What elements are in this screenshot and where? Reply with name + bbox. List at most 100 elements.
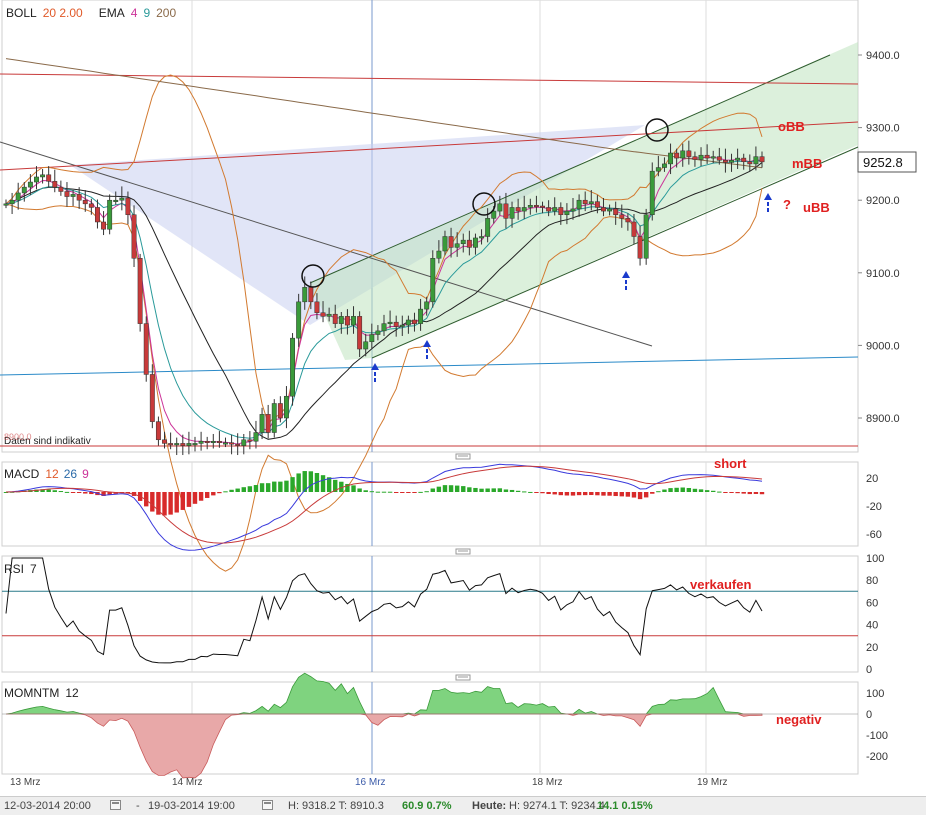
rsi-tick-label: 60 [866,597,878,609]
candle-down [674,152,680,159]
candle-up [509,207,515,219]
candle-down [759,156,765,163]
macd-histogram-bar [448,485,454,492]
current-price-label: 9252.8 [863,155,903,170]
hidden-price-label: 8900.0 [4,432,32,442]
candle-down [125,197,131,215]
macd-histogram-bar [698,489,704,492]
candle-up [70,194,76,197]
candle-up [210,440,216,443]
macd-histogram-bar [186,492,192,507]
macd-histogram-bar [107,492,112,495]
macd-histogram-bar [735,492,740,494]
macd-histogram-bar [564,492,570,496]
candle-up [21,186,27,194]
price-tick-label: 9300.0 [866,123,900,135]
candle-down [692,156,698,160]
candle-up [186,443,192,446]
macd-histogram-bar [387,491,393,493]
macd-signal-line [5,465,763,544]
candle-up [113,199,119,202]
macd-histogram-bar [625,492,631,497]
candle-up [15,192,21,201]
macd-panel [3,463,765,551]
candle-down [637,236,643,259]
candle-up [174,443,180,446]
macd-histogram-bar [259,483,265,492]
macd-legend: MACD 12 26 9 [4,467,89,481]
candle-down [76,194,82,201]
disclaimer-text: Daten sind indikativ [4,436,91,447]
candle-up [454,243,460,248]
footer-heute-label: Heute: [472,800,507,812]
candle-up [424,301,430,310]
candle-down [143,323,149,375]
candle-down [235,443,241,446]
candle-up [662,163,667,168]
macd-histogram-bar [162,492,167,516]
calendar-from-icon[interactable] [110,800,121,810]
rsi-panel [2,557,858,664]
verkaufen-annotation: verkaufen [690,577,751,592]
macd-histogram-bar [58,491,64,493]
calendar-to-icon[interactable] [262,800,273,810]
macd-histogram-bar [637,492,643,500]
macd-histogram-bar [253,485,259,492]
channel-lower [371,146,859,359]
candle-down [46,174,52,182]
price-tick-label: 8900.0 [866,413,900,425]
macd-histogram-bar [442,485,448,492]
x-label-13: 13 Mrz [10,777,41,788]
candle-up [253,432,259,442]
macd-histogram-bar [375,491,381,493]
price-panel [0,42,859,572]
macd-histogram-bar [333,479,338,492]
macd-histogram-bar [46,489,51,492]
macd-histogram-bar [503,489,509,492]
macd-histogram-bar [204,492,210,498]
macd-histogram-bar [357,488,362,492]
macd-histogram-bar [284,480,289,492]
boll-legend: BOLL 20 2.00 EMA 4 9 200 [6,6,176,20]
mbb-annotation: mBB [792,156,822,171]
macd-histogram-bar [326,477,332,492]
candle-down [320,312,326,317]
highlight-circle [301,264,325,288]
candle-up [698,154,704,160]
candle-up [521,207,527,212]
macd-histogram-bar [582,492,588,496]
macd-histogram-bar [473,487,478,492]
candle-up [680,150,686,159]
candle-up [643,214,649,259]
candle-up [241,439,247,446]
macd-histogram-bar [400,492,405,493]
macd-histogram-bar [461,486,466,492]
candle-up [259,414,265,433]
up-arrow-head-icon [622,271,630,278]
candle-up [351,316,356,326]
candle-down [704,154,710,159]
macd-histogram-bar [412,492,417,493]
macd-histogram-bar [351,485,356,492]
candle-down [137,258,143,324]
macd-histogram-bar [83,492,88,494]
macd-histogram-bar [40,489,45,492]
macd-histogram-bar [174,492,179,513]
candle-down [180,443,186,446]
macd-histogram-bar [589,492,594,496]
macd-histogram-bar [729,492,734,493]
candle-up [588,201,594,205]
macd-histogram-bar [52,490,57,492]
up-arrow-head-icon [371,363,379,370]
rsi-legend: RSI 7 [4,562,37,576]
macd-histogram-bar [668,488,673,492]
candle-down [314,301,320,313]
macd-tick-label: -60 [866,529,882,541]
macd-histogram-bar [643,492,649,498]
candle-up [40,174,46,178]
candle-down [503,203,509,219]
candle-down [101,221,106,230]
candle-up [290,337,295,397]
rsi-tick-label: 40 [866,620,878,632]
chart-canvas[interactable]: 9400.0 9300.0 9200.0 9100.0 9000.0 8900.0 20 -2… [0,0,926,796]
